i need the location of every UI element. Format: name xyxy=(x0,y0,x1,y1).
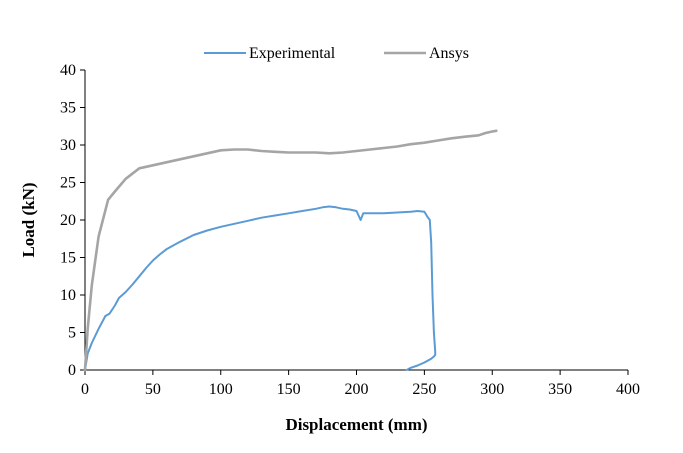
y-tick-label: 25 xyxy=(60,175,76,192)
x-tick-label: 150 xyxy=(277,381,301,398)
x-tick-label: 300 xyxy=(480,381,504,398)
y-tick-label: 10 xyxy=(60,287,76,304)
y-tick-label: 40 xyxy=(60,62,76,79)
x-tick-label: 100 xyxy=(209,381,233,398)
legend: Experimental Ansys xyxy=(204,45,469,62)
x-tick-label: 400 xyxy=(616,381,640,398)
y-axis-title: Load (kN) xyxy=(19,182,38,257)
x-tick-label: 0 xyxy=(81,381,89,398)
y-tick-label: 0 xyxy=(68,362,76,379)
axes xyxy=(80,69,629,375)
y-tick-label: 20 xyxy=(60,212,76,229)
plot-lines xyxy=(83,129,498,372)
x-axis-title: Displacement (mm) xyxy=(285,415,427,434)
series-line-ansys xyxy=(83,129,498,372)
legend-label-ansys: Ansys xyxy=(429,45,469,62)
y-tick-label: 5 xyxy=(68,325,76,342)
y-tick-label: 30 xyxy=(60,137,76,154)
x-tick-label: 350 xyxy=(548,381,572,398)
y-tick-label: 35 xyxy=(60,100,76,117)
x-tick-label: 200 xyxy=(345,381,369,398)
series-line-experimental xyxy=(84,205,437,371)
legend-label-experimental: Experimental xyxy=(249,45,336,62)
x-tick-label: 50 xyxy=(145,381,161,398)
x-tick-label: 250 xyxy=(412,381,436,398)
y-tick-label: 15 xyxy=(60,250,76,267)
